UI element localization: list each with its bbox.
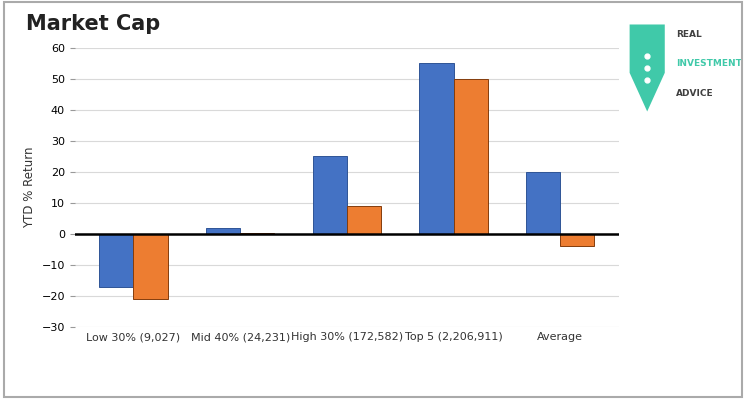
Bar	[526, 172, 560, 234]
Bar	[560, 234, 595, 247]
Bar	[347, 206, 381, 234]
Y-axis label: YTD % Return: YTD % Return	[23, 147, 36, 228]
Bar	[454, 79, 488, 234]
Bar	[134, 234, 168, 299]
PathPatch shape	[630, 24, 665, 111]
Bar	[240, 233, 275, 234]
Text: REAL: REAL	[676, 30, 702, 39]
Bar	[313, 156, 347, 234]
Text: Market Cap: Market Cap	[25, 14, 160, 34]
Text: INVESTMENT: INVESTMENT	[676, 59, 742, 69]
Bar	[206, 228, 240, 234]
Bar	[99, 234, 134, 287]
Text: ADVICE: ADVICE	[676, 89, 714, 98]
Bar	[419, 63, 454, 234]
